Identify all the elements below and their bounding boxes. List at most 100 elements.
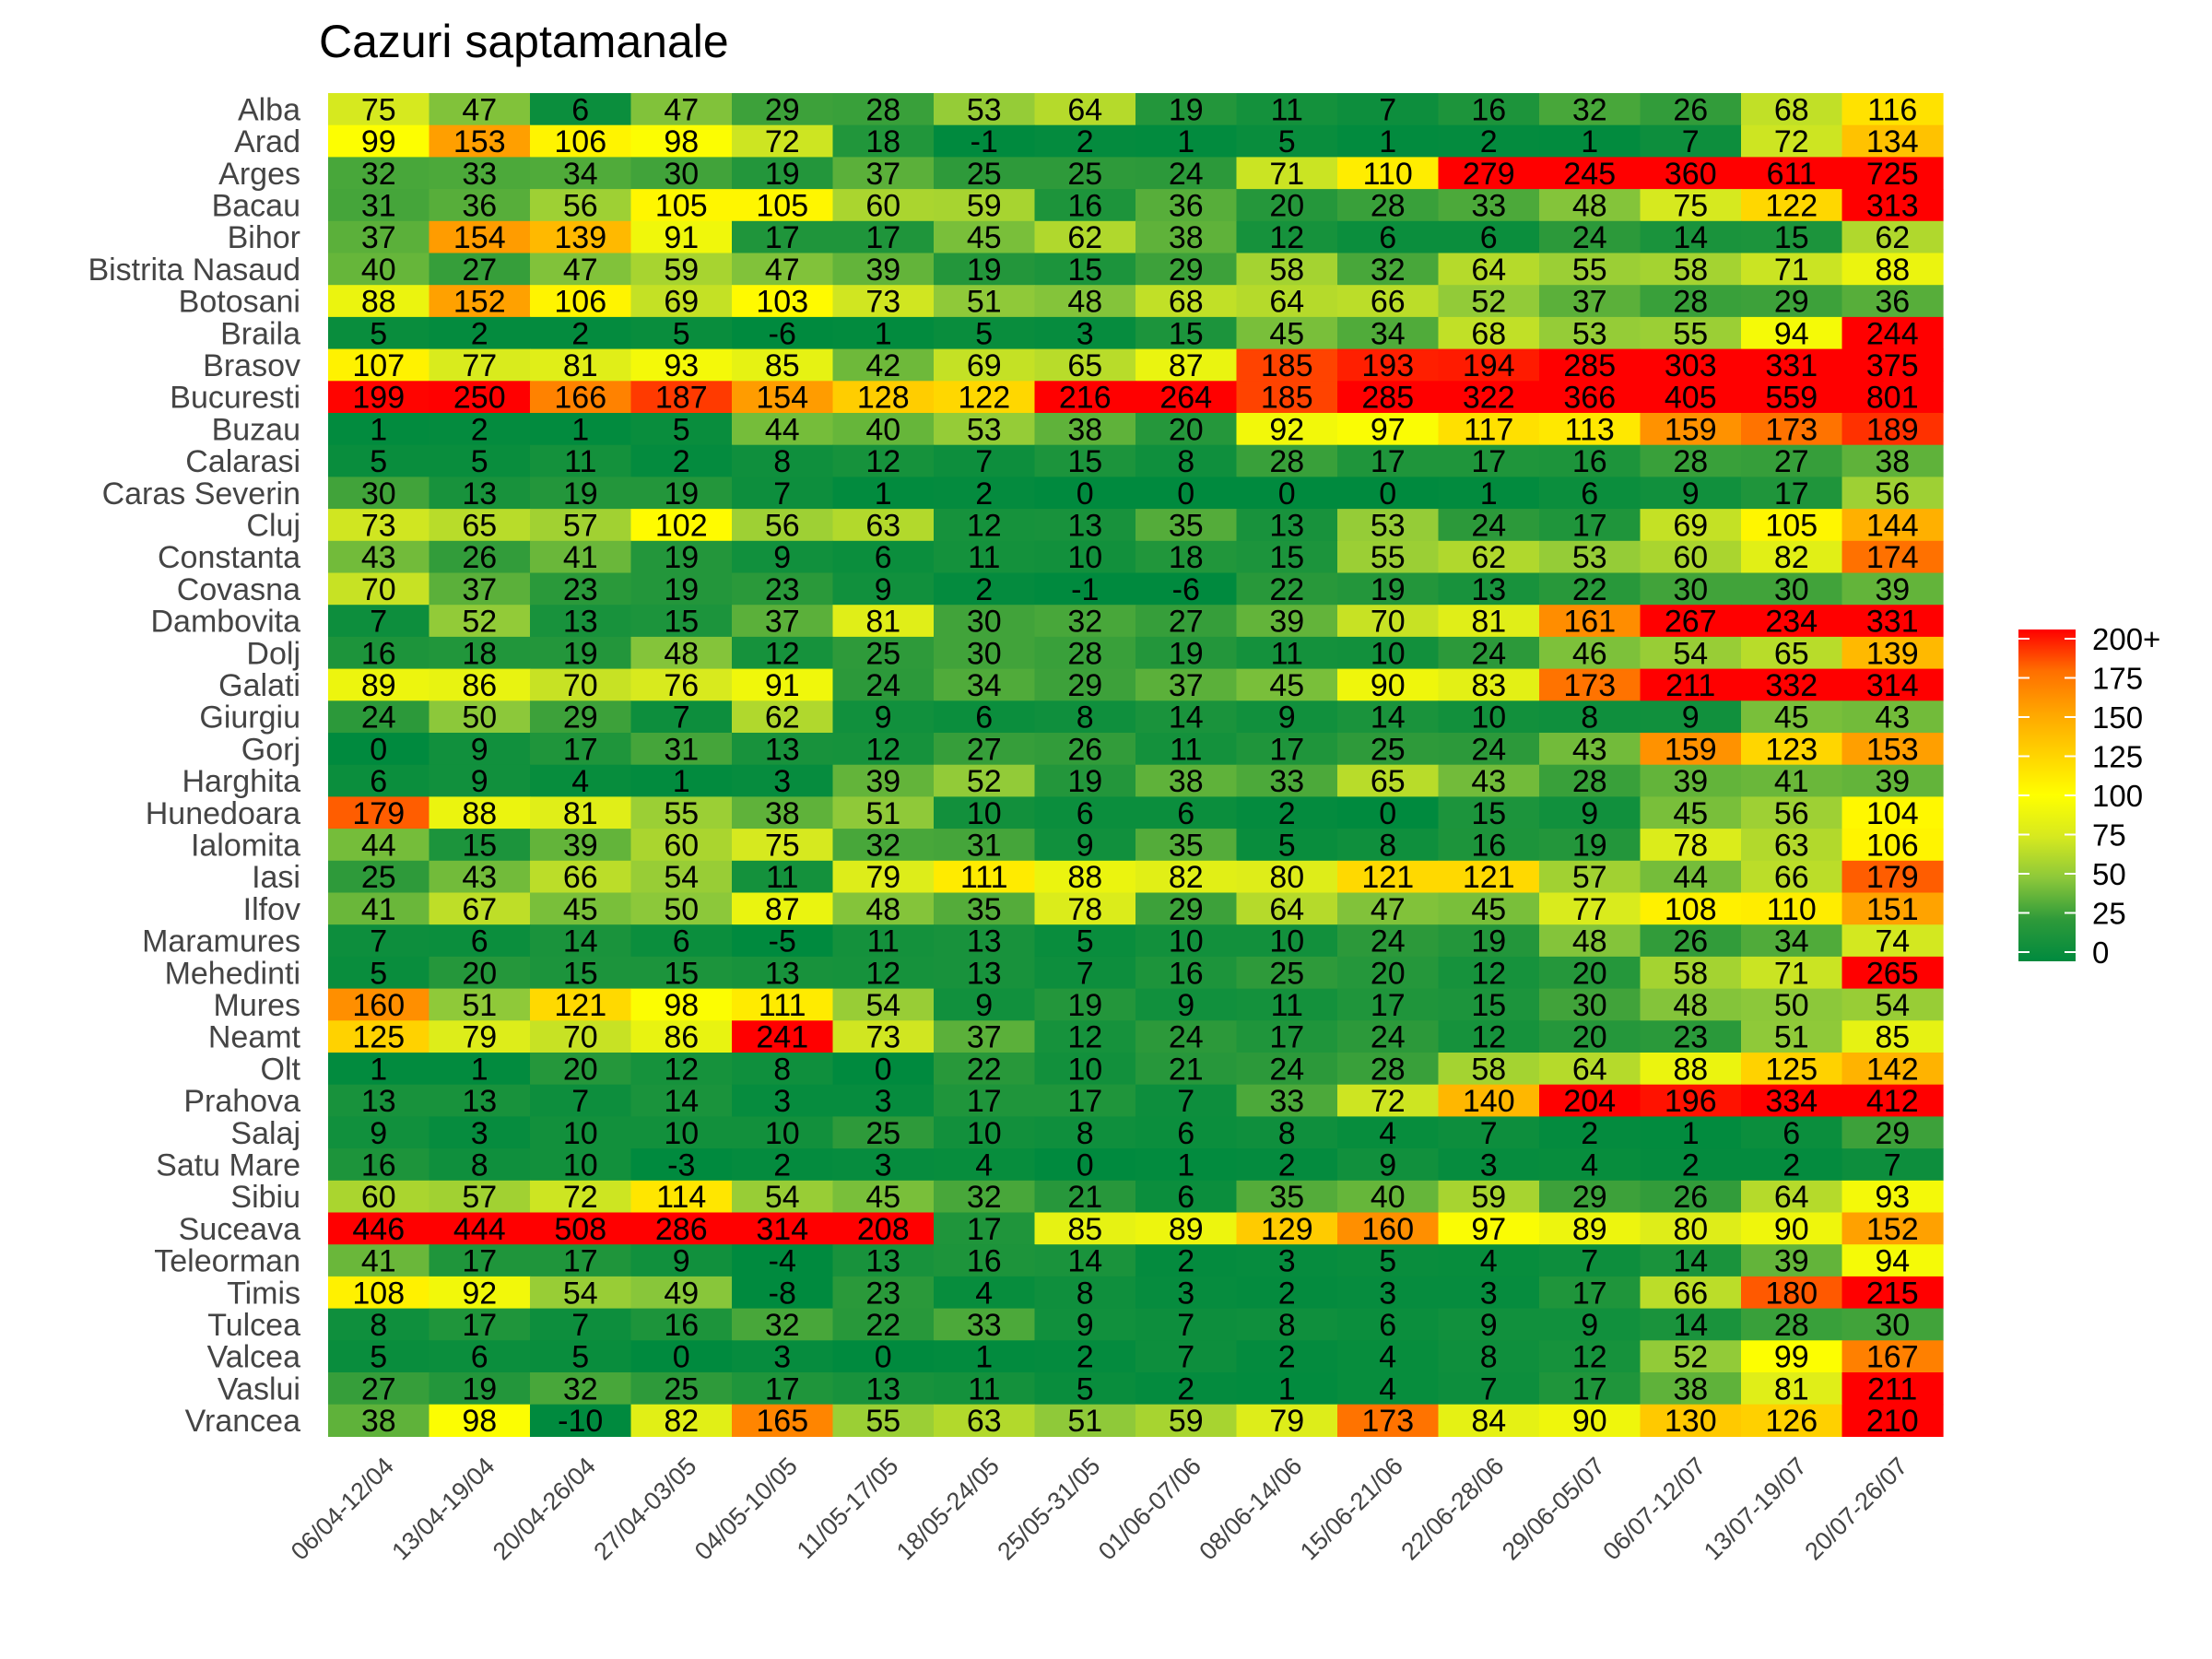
heatmap-cell [1034,829,1136,862]
heatmap-cell [1539,1148,1641,1182]
heatmap-cell [630,733,733,766]
heatmap-cell [1236,956,1338,990]
heatmap-cell [832,413,935,446]
heatmap-cell [1034,157,1136,190]
heatmap-cell [1236,189,1338,222]
heatmap-cell [429,413,531,446]
cell-value-label: 50 [664,892,699,927]
cell-value-label: 2 [1177,1244,1194,1279]
cell-value-label: 12 [1471,1020,1506,1055]
cell-value-label: 26 [1673,1180,1708,1215]
heatmap-cell [630,1340,733,1373]
heatmap-cell [328,540,430,574]
heatmap-cell [832,93,935,126]
heatmap-cell [1135,892,1238,925]
cell-value-label: 12 [664,1052,699,1087]
heatmap-cell [1438,509,1540,542]
cell-value-label: 185 [1261,381,1313,416]
cell-value-label: 20 [462,956,497,991]
heatmap-cell [1337,1244,1440,1277]
cell-value-label: 24 [1371,1020,1406,1055]
heatmap-cell [429,1340,531,1373]
cell-value-label: 41 [361,1244,396,1279]
cell-value-label: 2 [471,412,488,447]
heatmap-cell [1236,924,1338,958]
cell-value-label: 6 [471,924,488,959]
cell-value-label: 9 [1278,700,1296,735]
heatmap-cell [934,1404,1036,1437]
heatmap-cell [1539,892,1641,925]
heatmap-cell [530,924,632,958]
cell-value-label: 10 [967,796,1002,831]
heatmap-cell [1539,348,1641,382]
cell-value-label: 32 [563,1371,598,1406]
heatmap-cell [1034,413,1136,446]
heatmap-cell [328,316,430,350]
cell-value-label: 15 [1269,540,1304,575]
heatmap-cell [530,1020,632,1053]
heatmap-cell [1640,1180,1742,1214]
cell-value-label: 8 [1480,1340,1498,1375]
cell-value-label: 18 [462,636,497,671]
cell-value-label: 7 [1682,124,1700,159]
heatmap-cell [1236,1084,1338,1117]
cell-value-label: 208 [857,1212,910,1247]
heatmap-cell [732,157,834,190]
heatmap-cell [832,1180,935,1214]
heatmap-cell [1841,733,1944,766]
y-tick-label: Teleorman [154,1244,300,1279]
cell-value-label: 19 [462,1371,497,1406]
heatmap-cell [1337,892,1440,925]
heatmap-cell [1741,477,1843,510]
heatmap-cell [1135,157,1238,190]
cell-value-label: 48 [664,636,699,671]
cell-value-label: 1 [1682,1116,1700,1151]
cell-value-label: 62 [1471,540,1506,575]
heatmap-cell [1236,1148,1338,1182]
cell-value-label: 44 [765,412,800,447]
heatmap-cell [530,892,632,925]
cell-value-label: 24 [1471,732,1506,767]
heatmap-cell [1438,1244,1540,1277]
cell-value-label: 185 [1261,348,1313,383]
cell-value-label: 17 [462,1244,497,1279]
heatmap-cell [1539,988,1641,1021]
cell-value-label: 17 [765,1371,800,1406]
x-tick-label: 13/07-19/07 [1699,1452,1812,1565]
heatmap-cell [1640,348,1742,382]
cell-value-label: 17 [1471,444,1506,479]
heatmap-cell [1841,1340,1944,1373]
cell-value-label: 322 [1463,381,1515,416]
cell-value-label: 48 [1572,188,1607,223]
legend-tick-label: 25 [2092,897,2126,931]
cell-value-label: 40 [1371,1180,1406,1215]
heatmap-cell [934,668,1036,701]
heatmap-cell [934,1340,1036,1373]
cell-value-label: 50 [1774,988,1809,1023]
heatmap-cell [732,1180,834,1214]
heatmap-cell [1539,700,1641,734]
heatmap-cell [1841,189,1944,222]
heatmap-cell [1438,381,1540,414]
y-tick-label: Brasov [203,348,300,383]
heatmap-cell [832,157,935,190]
heatmap-cell [1841,1116,1944,1149]
cell-value-label: 59 [967,188,1002,223]
cell-value-label: 99 [1774,1340,1809,1375]
cell-value-label: 45 [1269,316,1304,351]
cell-value-label: 28 [1572,764,1607,799]
cell-value-label: 57 [1572,860,1607,895]
cell-value-label: 28 [1371,188,1406,223]
cell-value-label: 2 [1682,1147,1700,1182]
cell-value-label: 15 [1067,253,1102,288]
cell-value-label: 13 [967,956,1002,991]
y-tick-label: Arges [218,157,300,192]
cell-value-label: 54 [865,988,900,1023]
heatmap-cell [630,540,733,574]
cell-value-label: 88 [361,285,396,320]
heatmap-cell [328,605,430,638]
heatmap-cell [1135,316,1238,350]
cell-value-label: 41 [1774,764,1809,799]
heatmap-cell [1337,956,1440,990]
cell-value-label: 81 [563,796,598,831]
